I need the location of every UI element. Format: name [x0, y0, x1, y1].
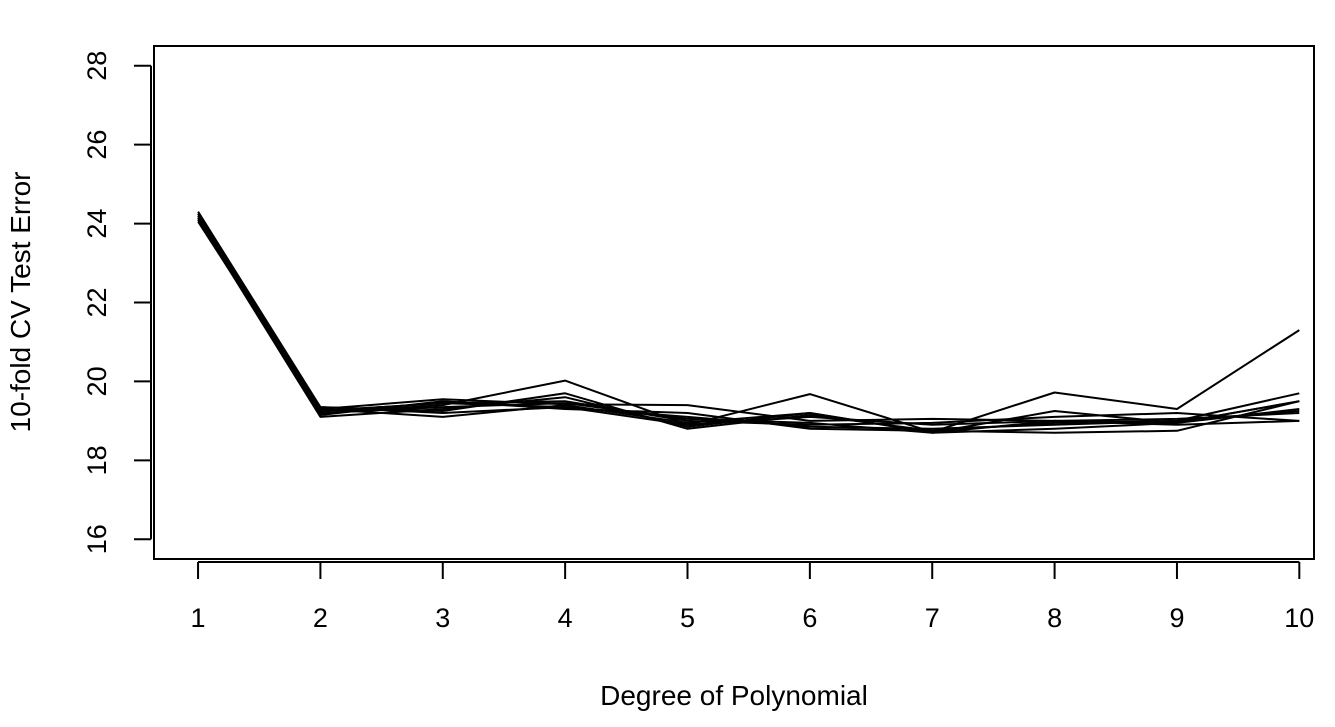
series-line-9: [197, 219, 1300, 432]
x-tick-label: 6: [802, 603, 817, 633]
y-tick-label: 20: [82, 366, 112, 396]
x-axis-title: Degree of Polynomial: [600, 680, 868, 711]
y-tick-label: 28: [82, 51, 112, 81]
y-tick-label: 16: [82, 524, 112, 554]
x-tick-label: 5: [680, 603, 695, 633]
x-tick-label: 8: [1047, 603, 1062, 633]
x-tick-label: 4: [558, 603, 573, 633]
x-tick-label: 1: [191, 603, 206, 633]
x-tick-label: 9: [1169, 603, 1184, 633]
series-line-1: [197, 213, 1300, 433]
series-line-7: [197, 215, 1300, 434]
y-axis-title: 10-fold CV Test Error: [5, 172, 36, 433]
y-tick-label: 26: [82, 130, 112, 160]
series-group: [197, 211, 1300, 434]
x-tick-label: 10: [1284, 603, 1314, 633]
x-tick-label: 3: [435, 603, 450, 633]
y-axis: 16 18 20 22 24 26 28: [82, 51, 152, 554]
series-line-3: [197, 219, 1300, 434]
x-axis: 1 2 3 4 5 6 7 8 9 10: [191, 561, 1314, 633]
series-line-4: [197, 211, 1300, 430]
y-tick-label: 18: [82, 445, 112, 475]
x-tick-label: 7: [925, 603, 940, 633]
series-line-8: [197, 213, 1300, 434]
series-line-5: [197, 221, 1300, 426]
series-line-2: [197, 215, 1300, 422]
plot-frame: [153, 45, 1315, 560]
series-line-6: [197, 217, 1300, 434]
x-tick-label: 2: [313, 603, 328, 633]
y-tick-label: 22: [82, 287, 112, 317]
series-line-10: [197, 217, 1300, 426]
y-tick-label: 24: [82, 209, 112, 239]
